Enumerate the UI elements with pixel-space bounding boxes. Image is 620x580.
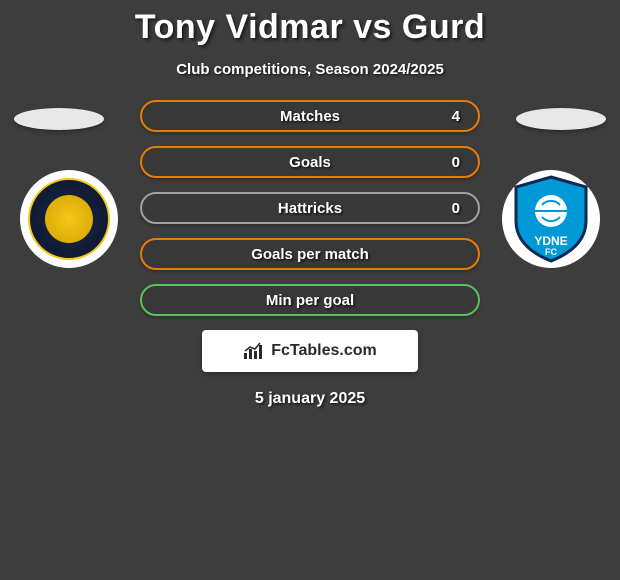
club-badge-left: [20, 170, 118, 268]
club-badge-right: YDNE FC: [502, 170, 600, 268]
brand-box[interactable]: FcTables.com: [202, 330, 418, 372]
page-title: Tony Vidmar vs Gurd: [0, 0, 620, 47]
stat-label: Min per goal: [266, 292, 354, 309]
svg-text:YDNE: YDNE: [534, 234, 567, 248]
player-left-oval: [14, 108, 104, 130]
bar-chart-icon: [243, 342, 265, 360]
stat-label: Matches: [280, 108, 340, 125]
stat-value-right: 4: [452, 108, 460, 125]
mariners-core-icon: [45, 195, 93, 243]
page-subtitle: Club competitions, Season 2024/2025: [0, 61, 620, 78]
stat-label: Goals: [289, 154, 331, 171]
stat-value-right: 0: [452, 200, 460, 217]
brand-text: FcTables.com: [271, 342, 377, 360]
player-right-oval: [516, 108, 606, 130]
stat-label: Hattricks: [278, 200, 342, 217]
sydneyfc-icon: YDNE FC: [512, 175, 590, 263]
stat-label: Goals per match: [251, 246, 369, 263]
stat-row-hattricks: Hattricks 0: [140, 192, 480, 224]
footer-date: 5 january 2025: [0, 390, 620, 408]
stat-row-goals-per-match: Goals per match: [140, 238, 480, 270]
stat-value-right: 0: [452, 154, 460, 171]
svg-text:FC: FC: [545, 247, 557, 257]
stat-row-goals: Goals 0: [140, 146, 480, 178]
stat-rows: Matches 4 Goals 0 Hattricks 0 Goals per …: [140, 100, 480, 316]
stats-area: YDNE FC Matches 4 Goals 0 Hattricks 0 Go…: [0, 100, 620, 408]
mariners-icon: [28, 178, 110, 260]
stat-row-min-per-goal: Min per goal: [140, 284, 480, 316]
stat-row-matches: Matches 4: [140, 100, 480, 132]
